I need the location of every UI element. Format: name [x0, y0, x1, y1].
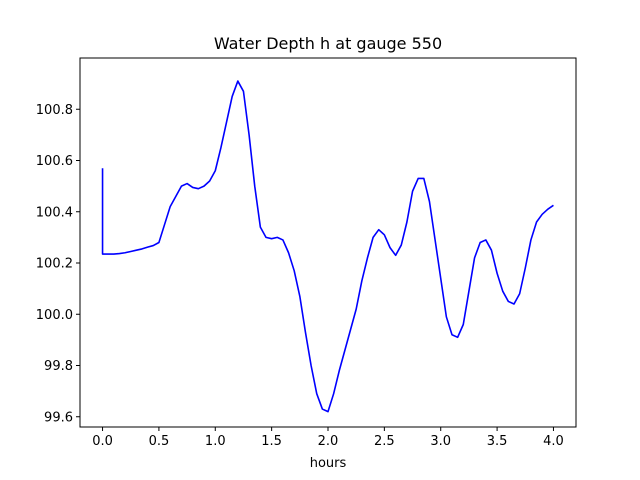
x-tick-label: 0.5 — [149, 434, 170, 449]
series-line-0 — [101, 80, 554, 413]
x-tick-label: 3.5 — [487, 434, 508, 449]
y-tick-label: 100.6 — [36, 154, 73, 169]
x-axis-label: hours — [310, 456, 347, 471]
x-tick-label: 4.0 — [543, 434, 564, 449]
x-tick-label: 0.0 — [92, 434, 113, 449]
y-tick-label: 100.4 — [36, 205, 73, 220]
x-axis: 0.0 0.5 1.0 1.5 2.0 2.5 3.0 3.5 4.0 — [92, 427, 564, 449]
x-tick-label: 3.0 — [430, 434, 451, 449]
plot-frame — [79, 57, 577, 428]
x-tick-label: 2.0 — [318, 434, 339, 449]
y-axis: 99.6 99.8 100.0 100.2 100.4 100.6 100.8 — [36, 103, 80, 425]
x-tick-label: 1.0 — [205, 434, 226, 449]
y-tick-label: 100.8 — [36, 103, 73, 118]
y-tick-label: 100.0 — [36, 308, 73, 323]
y-tick-label: 99.6 — [44, 410, 73, 425]
series-line-layer — [101, 80, 554, 413]
x-tick-label: 2.5 — [374, 434, 395, 449]
x-tick-label: 1.5 — [261, 434, 282, 449]
y-tick-label: 99.8 — [44, 359, 73, 374]
y-tick-label: 100.2 — [36, 257, 73, 272]
chart-title: Water Depth h at gauge 550 — [214, 34, 442, 53]
